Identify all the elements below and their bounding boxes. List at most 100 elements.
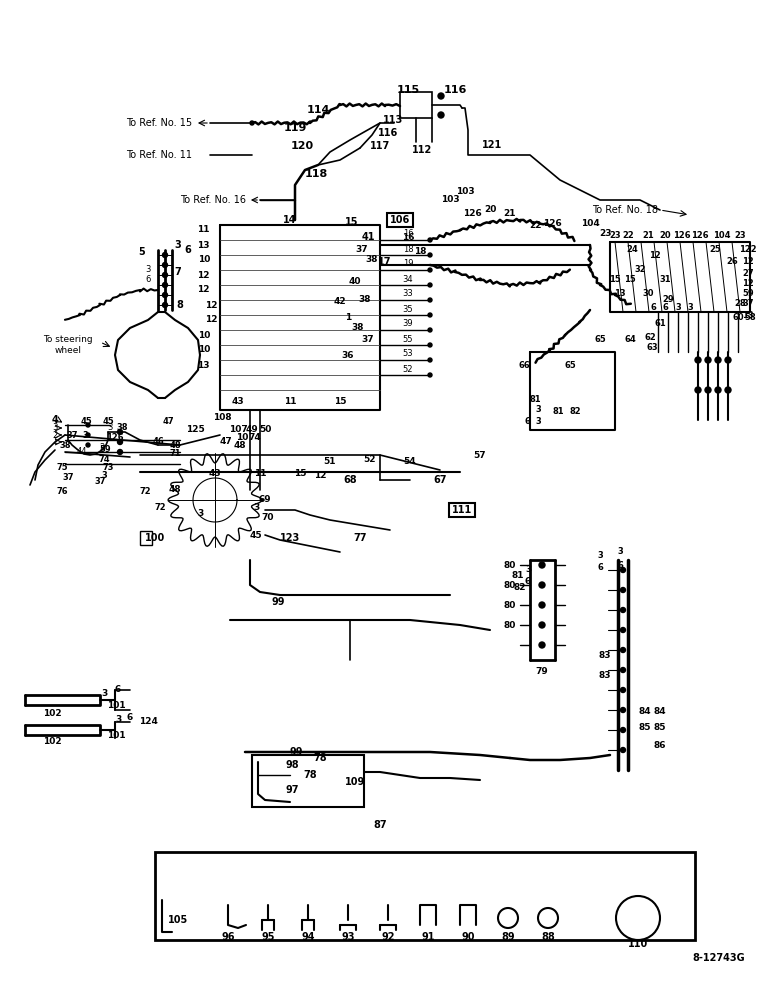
- Text: 8-12743G: 8-12743G: [692, 953, 745, 963]
- Text: 53: 53: [403, 350, 413, 359]
- Circle shape: [725, 387, 731, 393]
- Text: 6: 6: [597, 562, 603, 572]
- Text: 37: 37: [742, 300, 753, 308]
- Text: 2: 2: [100, 444, 105, 452]
- Text: 41: 41: [361, 232, 374, 242]
- Text: 60: 60: [732, 312, 743, 322]
- Text: 126: 126: [107, 434, 124, 442]
- Text: 22: 22: [529, 221, 541, 230]
- Text: 4: 4: [52, 415, 59, 425]
- Circle shape: [162, 272, 168, 277]
- Text: 77: 77: [354, 533, 367, 543]
- Text: 92: 92: [381, 932, 394, 942]
- Text: 38: 38: [359, 296, 371, 304]
- Circle shape: [86, 423, 90, 427]
- Text: 12: 12: [198, 286, 210, 294]
- Text: 122: 122: [739, 245, 757, 254]
- Text: 23: 23: [734, 232, 746, 240]
- Circle shape: [705, 387, 711, 393]
- Circle shape: [428, 358, 432, 362]
- Text: 91: 91: [422, 932, 435, 942]
- Text: 120: 120: [290, 141, 313, 151]
- Text: 117: 117: [370, 141, 390, 151]
- Text: 7: 7: [174, 267, 181, 277]
- Text: 24: 24: [626, 245, 638, 254]
- Circle shape: [428, 268, 432, 272]
- Text: 62: 62: [644, 332, 656, 342]
- Text: 28: 28: [734, 300, 746, 308]
- Text: 89: 89: [501, 932, 515, 942]
- Text: 126: 126: [543, 220, 561, 229]
- Text: To Ref. No. 15: To Ref. No. 15: [126, 118, 192, 128]
- Text: 84: 84: [638, 708, 652, 716]
- Text: 10: 10: [198, 255, 210, 264]
- Text: 121: 121: [482, 140, 502, 150]
- Circle shape: [428, 313, 432, 317]
- Text: 3: 3: [197, 508, 203, 518]
- Text: 86: 86: [654, 740, 666, 750]
- Text: 67: 67: [433, 475, 447, 485]
- Text: 12: 12: [198, 270, 210, 279]
- Text: 81: 81: [552, 408, 564, 416]
- Circle shape: [539, 642, 545, 648]
- Text: 16: 16: [403, 230, 413, 238]
- Circle shape: [86, 443, 90, 447]
- Text: 69: 69: [259, 495, 271, 504]
- Text: 93: 93: [341, 932, 355, 942]
- Text: 48: 48: [169, 440, 181, 450]
- Text: 114: 114: [306, 105, 330, 115]
- Text: 106: 106: [390, 215, 410, 225]
- Text: 124: 124: [138, 718, 157, 726]
- Text: 83: 83: [599, 670, 611, 680]
- Text: 18: 18: [403, 244, 413, 253]
- Circle shape: [428, 283, 432, 287]
- Text: 68: 68: [344, 475, 357, 485]
- Text: 3: 3: [525, 566, 531, 574]
- Circle shape: [715, 357, 721, 363]
- Text: 12: 12: [742, 257, 754, 266]
- Text: 32: 32: [634, 265, 646, 274]
- Text: 3: 3: [253, 504, 259, 512]
- Text: 116: 116: [443, 85, 467, 95]
- Text: 45: 45: [80, 418, 92, 426]
- Circle shape: [621, 568, 625, 572]
- Text: 3: 3: [174, 240, 181, 250]
- Text: 13: 13: [615, 290, 626, 298]
- Text: 45: 45: [102, 418, 114, 426]
- Text: 37: 37: [94, 478, 106, 487]
- Text: 50: 50: [259, 426, 271, 434]
- Text: 35: 35: [403, 304, 413, 314]
- Text: 6: 6: [525, 578, 531, 586]
- Text: 12: 12: [742, 279, 754, 288]
- Text: 38: 38: [352, 324, 364, 332]
- Text: 82: 82: [513, 584, 527, 592]
- Circle shape: [621, 648, 625, 652]
- Text: 59: 59: [99, 446, 111, 454]
- Text: 10: 10: [198, 346, 210, 355]
- Circle shape: [539, 582, 545, 588]
- Text: 99: 99: [290, 747, 303, 757]
- Text: 13: 13: [198, 360, 210, 369]
- Text: 31: 31: [659, 275, 671, 284]
- Circle shape: [621, 668, 625, 672]
- Circle shape: [428, 343, 432, 347]
- Text: 113: 113: [383, 115, 403, 125]
- Text: 94: 94: [301, 932, 315, 942]
- Text: 1: 1: [345, 312, 351, 322]
- Circle shape: [428, 298, 432, 302]
- Text: 95: 95: [261, 932, 275, 942]
- Circle shape: [438, 112, 444, 118]
- Circle shape: [715, 387, 721, 393]
- Circle shape: [621, 607, 625, 612]
- Text: To Ref. No. 11: To Ref. No. 11: [126, 150, 192, 160]
- Text: 6: 6: [524, 418, 530, 426]
- Text: 98: 98: [285, 760, 299, 770]
- Text: 74: 74: [249, 434, 262, 442]
- Text: 72: 72: [139, 488, 151, 496]
- Text: 52: 52: [403, 364, 413, 373]
- Text: 11: 11: [198, 226, 210, 234]
- Text: 3: 3: [115, 716, 121, 724]
- Text: 42: 42: [334, 298, 347, 306]
- Circle shape: [117, 430, 123, 434]
- Text: 37: 37: [63, 473, 74, 482]
